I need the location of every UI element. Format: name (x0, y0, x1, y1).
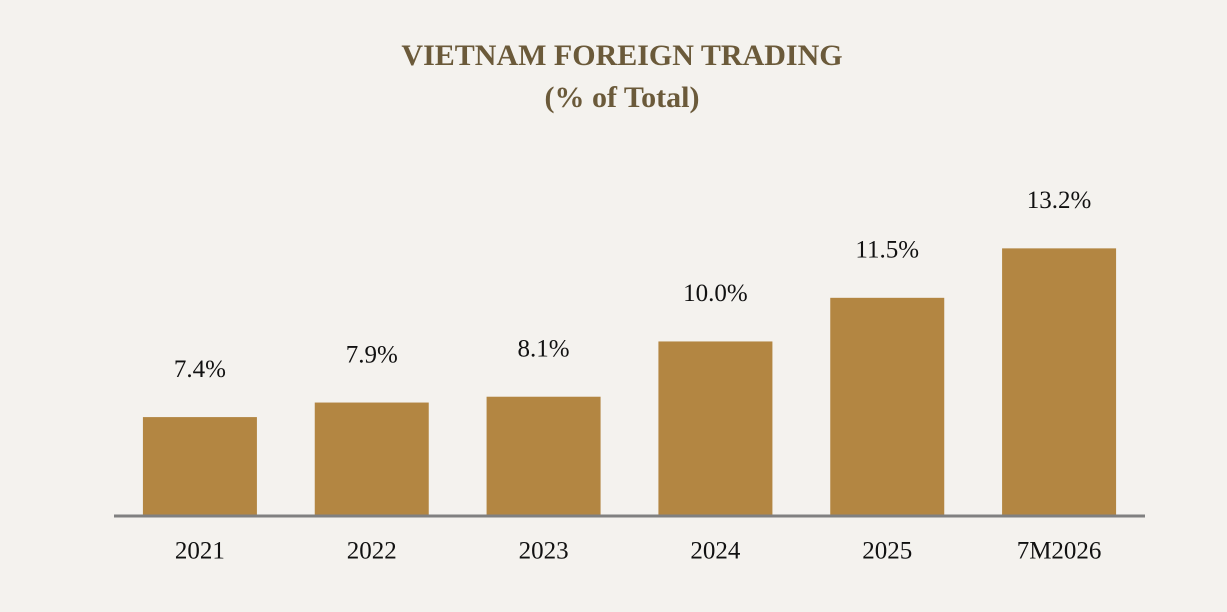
x-tick-label: 7M2026 (1017, 538, 1102, 565)
bar (658, 341, 773, 516)
x-tick-label: 2021 (175, 538, 225, 565)
value-label: 7.9% (346, 341, 398, 368)
bar (142, 417, 257, 516)
value-label: 8.1% (518, 335, 570, 362)
bar (314, 402, 429, 516)
value-label: 13.2% (1027, 187, 1092, 214)
chart-title: VIETNAM FOREIGN TRADING (401, 39, 842, 72)
value-label: 10.0% (683, 280, 748, 307)
x-tick-label: 2025 (862, 538, 912, 565)
x-tick-label: 2022 (347, 538, 397, 565)
value-label: 7.4% (174, 356, 226, 383)
value-label: 11.5% (855, 237, 919, 264)
bar (830, 297, 945, 516)
x-tick-label: 2024 (690, 538, 741, 565)
bar (1002, 248, 1117, 516)
x-tick-label: 2023 (519, 538, 569, 565)
bar (486, 396, 601, 516)
chart-subtitle: (% of Total) (544, 81, 699, 114)
